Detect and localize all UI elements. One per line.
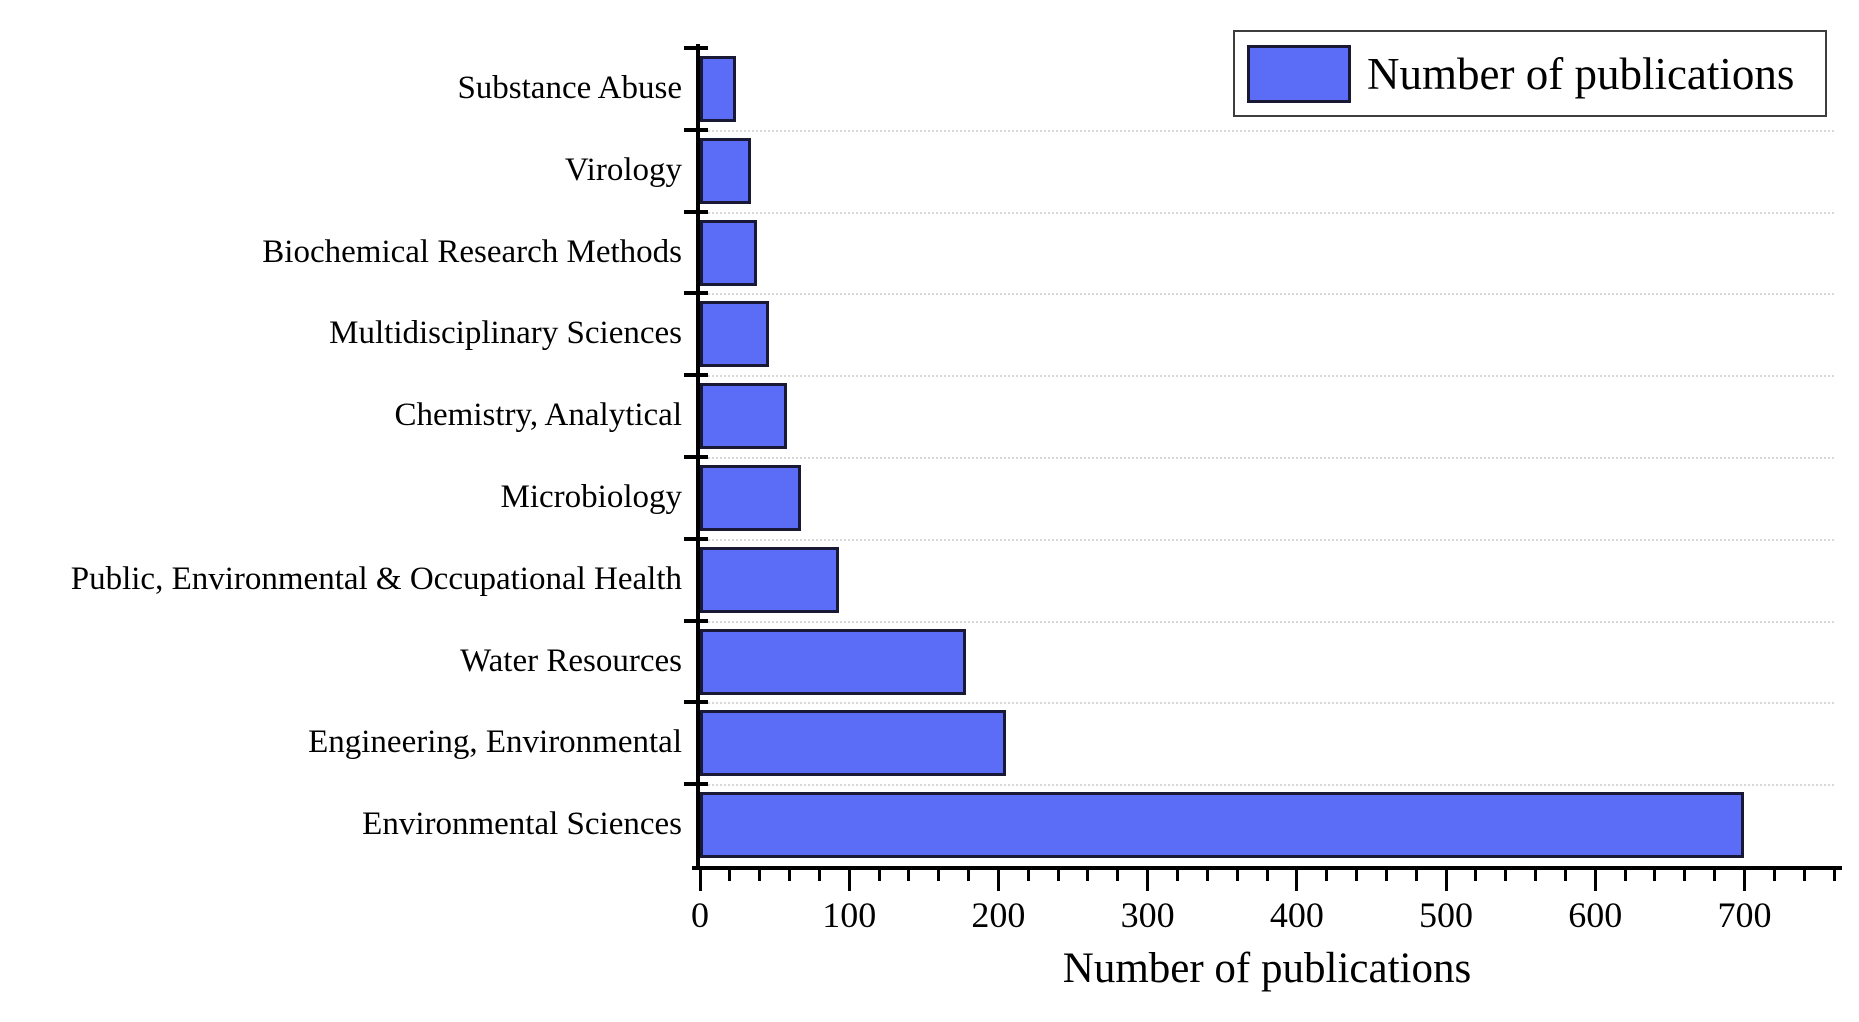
category-label-microbiology: Microbiology [500,479,682,515]
x-tick-label-400: 400 [1269,895,1324,935]
category-label-engineering-environmental: Engineering, Environmental [308,724,682,761]
gridline [700,129,1834,132]
bar-chemistry-analytical [700,383,787,450]
legend-label: Number of publications [1367,48,1795,99]
bar-biochemical-research-methods [700,219,757,286]
x-axis-major-tick [1742,870,1746,891]
x-tick-label-600: 600 [1568,895,1623,935]
x-axis-minor-tick [1414,870,1418,881]
x-axis-minor-tick [1623,870,1627,881]
x-axis-minor-tick [1653,870,1657,881]
x-axis-minor-tick [728,870,732,881]
bar-substance-abuse [700,55,736,122]
x-axis-minor-tick [937,870,941,881]
x-axis-minor-tick [1056,870,1060,881]
bar-engineering-environmental [700,710,1006,777]
x-axis-minor-tick [1534,870,1538,881]
x-axis-minor-tick [758,870,762,881]
x-axis-minor-tick [788,870,792,881]
gridline [700,538,1834,541]
x-axis-minor-tick [967,870,971,881]
x-tick-label-200: 200 [971,895,1026,935]
gridline [700,375,1834,378]
legend-swatch-icon [1247,44,1351,103]
category-label-biochemical-research-methods: Biochemical Research Methods [262,233,682,270]
x-axis-major-tick [698,870,702,891]
bar-public-environmental-occupational-health [700,546,839,613]
category-label-virology: Virology [564,151,682,188]
x-axis-minor-tick [1802,870,1806,881]
gridline [700,784,1834,787]
x-axis-minor-tick [1384,870,1388,881]
x-axis-title: Number of publications [1062,945,1472,992]
x-axis-minor-tick [1474,870,1478,881]
x-axis-minor-tick [1713,870,1717,881]
bar-microbiology [700,464,801,531]
x-axis-minor-tick [1175,870,1179,881]
x-axis-major-tick [847,870,851,891]
gridline [700,211,1834,214]
x-tick-label-700: 700 [1717,895,1772,935]
x-axis-minor-tick [1265,870,1269,881]
x-axis-minor-tick [877,870,881,881]
x-axis-minor-tick [1116,870,1120,881]
x-axis-major-tick [1444,870,1448,891]
category-label-water-resources: Water Resources [460,642,682,679]
category-label-substance-abuse: Substance Abuse [457,70,682,106]
gridline [700,293,1834,296]
x-axis-minor-tick [1235,870,1239,881]
x-axis-major-tick [1146,870,1150,891]
x-axis-minor-tick [1355,870,1359,881]
bar-water-resources [700,628,966,695]
x-axis-minor-tick [817,870,821,881]
category-label-public-environmental-occupational-health: Public, Environmental & Occupational Hea… [70,560,682,597]
x-tick-label-300: 300 [1120,895,1175,935]
x-axis-minor-tick [1325,870,1329,881]
x-axis-minor-tick [1832,870,1836,881]
gridline [700,620,1834,623]
x-axis-minor-tick [1563,870,1567,881]
category-label-multidisciplinary-sciences: Multidisciplinary Sciences [329,315,682,352]
x-axis-minor-tick [1504,870,1508,881]
x-axis-major-tick [1593,870,1597,891]
category-label-chemistry-analytical: Chemistry, Analytical [394,397,682,434]
x-axis-minor-tick [907,870,911,881]
legend: Number of publications [1233,30,1827,117]
x-axis-minor-tick [1683,870,1687,881]
gridline [700,457,1834,459]
x-axis-minor-tick [1086,870,1090,881]
y-axis-line [696,44,700,870]
x-tick-label-0: 0 [691,895,709,935]
x-axis-line [692,866,1842,870]
x-tick-label-500: 500 [1419,895,1474,935]
x-axis-major-tick [996,870,1000,891]
gridline [700,702,1834,705]
category-label-environmental-sciences: Environmental Sciences [362,806,682,843]
x-axis-minor-tick [1026,870,1030,881]
x-axis-major-tick [1295,870,1299,891]
x-axis-minor-tick [1205,870,1209,881]
x-tick-label-100: 100 [822,895,877,935]
bar-multidisciplinary-sciences [700,301,769,368]
bar-virology [700,137,751,204]
bar-environmental-sciences [700,792,1744,859]
x-axis-minor-tick [1772,870,1776,881]
